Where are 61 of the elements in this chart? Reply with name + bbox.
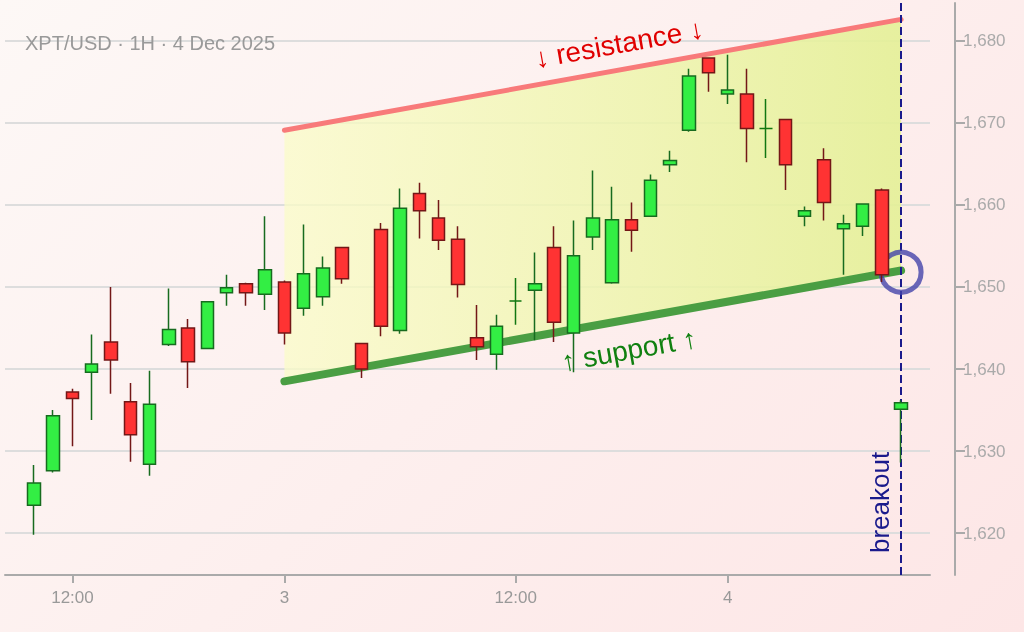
y-tick-label: 1,630: [963, 441, 1006, 461]
candlestick: [624, 201, 639, 253]
candlestick: [200, 300, 215, 351]
candlestick: [778, 117, 793, 191]
candlestick: [662, 149, 678, 173]
candlestick: [257, 215, 273, 311]
candlestick: [142, 369, 157, 477]
x-tick-label: 4: [722, 588, 733, 607]
y-tick-label: 1,660: [963, 195, 1006, 215]
x-tick-label: 12:00: [51, 588, 94, 607]
candlestick: [180, 318, 196, 389]
text: XPT/USD · 1H · 4 Dec 2025: [25, 32, 276, 54]
candlestick: [739, 67, 755, 163]
text: breakout: [865, 451, 896, 553]
candlestick: [392, 187, 408, 335]
candlestick: [720, 53, 735, 105]
candlestick: [450, 225, 466, 299]
candlestick: [489, 314, 504, 371]
candlestick: [816, 147, 832, 222]
candlestick: [681, 67, 697, 133]
candlestick: [123, 382, 138, 463]
candlestick: [219, 273, 234, 307]
candlestick: [65, 387, 80, 447]
y-tick-label: 1,620: [963, 523, 1006, 543]
candlestick: [373, 222, 389, 337]
candlestick: [508, 277, 523, 326]
candlestick: [238, 282, 254, 307]
candlestick: [566, 219, 581, 374]
candlestick: [604, 186, 620, 285]
y-tick-label: 1,670: [963, 113, 1006, 133]
candlestick: [296, 223, 311, 317]
candlestick: [103, 286, 119, 395]
candlestick: [701, 56, 716, 93]
candlestick: [469, 304, 485, 361]
candlestick: [354, 342, 369, 379]
y-tick-label: 1,640: [963, 359, 1006, 379]
x-tick-label: 3: [279, 588, 290, 607]
candlestick: [161, 287, 177, 347]
annotation: ↓ resistance ↓: [532, 13, 706, 75]
candlestick: [315, 255, 331, 307]
candlestick: [585, 169, 601, 251]
candlestick: [45, 409, 61, 474]
candlestick: [431, 199, 446, 251]
candlestick: [643, 173, 658, 218]
candlestick: [546, 225, 562, 343]
candlestick: [797, 205, 812, 227]
candlestick: [836, 213, 851, 276]
candlestick: [893, 399, 909, 464]
x-tick-label: 12:00: [494, 588, 537, 607]
candlestick: [855, 202, 870, 237]
candlestick: [84, 333, 99, 421]
candlestick: [527, 251, 543, 342]
candlestick: [277, 279, 292, 346]
y-tick-label: 1,680: [963, 31, 1006, 51]
candlestick: [874, 187, 890, 283]
candlestick: [758, 98, 774, 159]
annotation: ↑ support ↑: [558, 322, 699, 378]
candlestick: [26, 464, 42, 536]
candlestick: [412, 181, 427, 240]
candlestick: [334, 245, 350, 285]
y-tick-label: 1,650: [963, 277, 1006, 297]
